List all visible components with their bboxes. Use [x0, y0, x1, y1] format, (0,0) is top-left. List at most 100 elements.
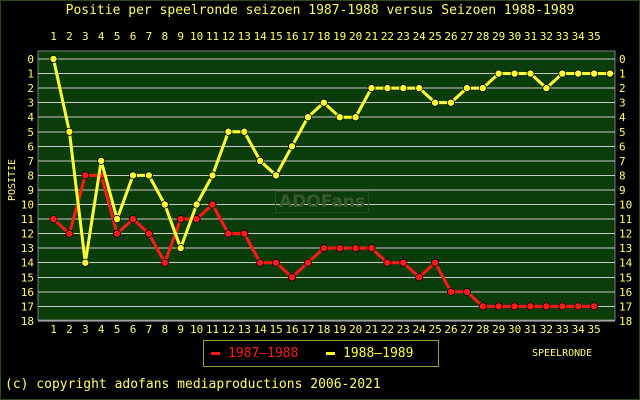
data-point-1: [351, 113, 360, 122]
y-tick-label-right: 15: [619, 271, 632, 284]
x-tick-label-top: 1: [50, 30, 57, 43]
x-axis-label: SPEELRONDE: [532, 348, 593, 359]
data-point-0: [335, 244, 344, 253]
data-point-1: [192, 200, 201, 209]
watermark-logo: ADOFans: [275, 191, 370, 213]
y-tick-label-left: 12: [21, 228, 34, 241]
y-tick-label-left: 13: [21, 242, 34, 255]
data-point-1: [144, 171, 153, 180]
data-point-0: [383, 258, 392, 267]
x-tick-label-top: 10: [190, 30, 203, 43]
legend-item-1987: 1987–1988: [211, 346, 298, 361]
data-point-1: [446, 98, 455, 107]
data-point-1: [81, 258, 90, 267]
y-tick-label-right: 16: [619, 286, 632, 299]
x-tick-label-bottom: 7: [146, 323, 153, 336]
data-point-1: [224, 127, 233, 136]
y-tick-label-left: 4: [27, 111, 34, 124]
chart-title: Positie per speelronde seizoen 1987-1988…: [65, 3, 575, 18]
y-tick-label-right: 2: [619, 82, 626, 95]
data-point-1: [606, 69, 615, 78]
x-tick-label-bottom: 3: [82, 323, 89, 336]
data-point-1: [590, 69, 599, 78]
x-tick-label-bottom: 5: [114, 323, 121, 336]
x-tick-label-top: 11: [206, 30, 219, 43]
y-tick-label-right: 14: [619, 257, 633, 270]
x-tick-label-top: 31: [524, 30, 537, 43]
data-point-0: [81, 171, 90, 180]
data-point-1: [160, 200, 169, 209]
data-point-0: [128, 215, 137, 224]
x-tick-label-bottom: 2: [66, 323, 73, 336]
data-point-0: [494, 302, 503, 311]
y-tick-label-right: 13: [619, 242, 632, 255]
y-tick-label-right: 6: [619, 140, 626, 153]
data-point-1: [287, 142, 296, 151]
data-point-1: [208, 171, 217, 180]
y-tick-label-right: 7: [619, 155, 626, 168]
data-point-0: [160, 258, 169, 267]
x-tick-label-bottom: 13: [238, 323, 251, 336]
x-tick-label-bottom: 23: [397, 323, 410, 336]
y-axis-label: POSITIE: [7, 158, 18, 202]
y-tick-label-right: 17: [619, 300, 632, 313]
x-tick-label-bottom: 27: [460, 323, 473, 336]
x-tick-label-top: 16: [285, 30, 298, 43]
data-point-1: [113, 215, 122, 224]
data-point-1: [526, 69, 535, 78]
x-tick-label-top: 34: [572, 30, 586, 43]
x-tick-label-bottom: 14: [254, 323, 268, 336]
x-tick-label-top: 21: [365, 30, 378, 43]
x-tick-label-bottom: 10: [190, 323, 203, 336]
data-point-1: [319, 98, 328, 107]
x-tick-label-bottom: 18: [317, 323, 330, 336]
data-point-0: [510, 302, 519, 311]
data-point-0: [208, 200, 217, 209]
x-tick-label-top: 23: [397, 30, 410, 43]
data-point-1: [574, 69, 583, 78]
x-tick-label-top: 22: [381, 30, 394, 43]
y-tick-label-left: 14: [21, 257, 35, 270]
x-tick-label-bottom: 32: [540, 323, 553, 336]
data-point-0: [303, 258, 312, 267]
data-point-1: [462, 84, 471, 93]
data-point-1: [272, 171, 281, 180]
x-tick-label-bottom: 11: [206, 323, 219, 336]
x-tick-label-bottom: 16: [285, 323, 298, 336]
y-tick-label-right: 10: [619, 199, 632, 212]
x-tick-label-bottom: 25: [428, 323, 441, 336]
y-tick-label-left: 15: [21, 271, 34, 284]
data-point-1: [367, 84, 376, 93]
x-tick-label-bottom: 9: [177, 323, 184, 336]
data-point-1: [431, 98, 440, 107]
x-tick-label-top: 4: [98, 30, 105, 43]
x-tick-label-top: 3: [82, 30, 89, 43]
x-tick-label-bottom: 26: [444, 323, 457, 336]
x-tick-label-top: 15: [269, 30, 282, 43]
x-tick-label-top: 26: [444, 30, 457, 43]
data-point-1: [415, 84, 424, 93]
x-tick-label-top: 30: [508, 30, 521, 43]
data-point-0: [65, 229, 74, 238]
x-tick-label-top: 28: [476, 30, 489, 43]
y-tick-label-left: 3: [27, 97, 34, 110]
y-tick-label-left: 2: [27, 82, 34, 95]
data-point-1: [128, 171, 137, 180]
x-tick-label-top: 27: [460, 30, 473, 43]
y-tick-label-left: 16: [21, 286, 34, 299]
data-point-1: [494, 69, 503, 78]
data-point-0: [415, 273, 424, 282]
data-point-1: [558, 69, 567, 78]
y-tick-label-left: 8: [27, 169, 34, 182]
x-tick-label-bottom: 21: [365, 323, 378, 336]
data-point-0: [446, 287, 455, 296]
x-tick-label-bottom: 35: [587, 323, 600, 336]
data-point-1: [49, 55, 58, 64]
data-point-1: [97, 156, 106, 165]
data-point-0: [49, 215, 58, 224]
legend-swatch-1988: [326, 352, 335, 355]
data-point-0: [558, 302, 567, 311]
y-tick-label-right: 1: [619, 68, 626, 81]
data-point-0: [176, 215, 185, 224]
